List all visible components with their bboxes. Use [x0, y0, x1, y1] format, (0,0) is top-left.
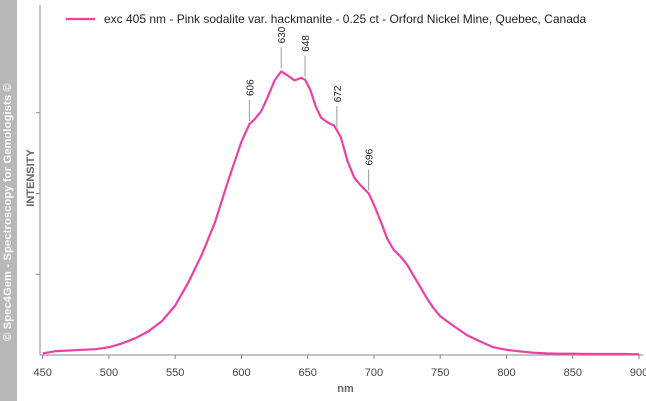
x-tick-label: 550 [166, 367, 184, 379]
x-tick-label: 900 [630, 367, 646, 379]
y-axis-title: INTENSITY [25, 149, 37, 207]
x-tick-label: 500 [100, 367, 118, 379]
peak-label: 630 [277, 26, 288, 43]
y-ticks [36, 112, 40, 275]
x-tick-label: 800 [497, 367, 515, 379]
sidebar: © Spec4Gem - Spectroscopy for Gemologist… [0, 0, 17, 401]
x-tick-label: 600 [232, 367, 250, 379]
peak-annotations: 606 630 648 672 696 [245, 26, 376, 191]
x-tick-label: 700 [365, 367, 383, 379]
x-tick-label: 750 [431, 367, 449, 379]
peak-label: 606 [245, 79, 256, 96]
x-tick-label: 650 [299, 367, 317, 379]
x-ticks: 450 500 550 600 650 700 750 800 850 900 [33, 355, 646, 379]
peak-label: 648 [301, 35, 312, 52]
x-axis-title: nm [337, 383, 354, 395]
peak-label: 696 [365, 148, 376, 165]
x-tick-label: 450 [33, 367, 51, 379]
peak-label: 672 [333, 85, 344, 102]
legend-entry: exc 405 nm - Pink sodalite var. hackmani… [104, 12, 587, 26]
x-tick-label: 850 [564, 367, 582, 379]
axes [39, 5, 643, 356]
legend: exc 405 nm - Pink sodalite var. hackmani… [66, 12, 587, 26]
series-group [42, 70, 640, 356]
series-line [42, 70, 640, 356]
